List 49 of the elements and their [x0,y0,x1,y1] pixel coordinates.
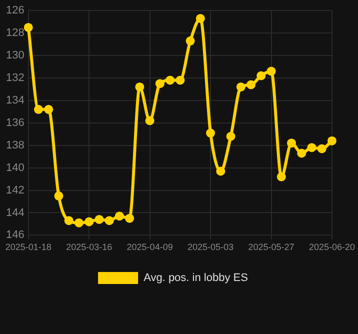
point [226,132,236,141]
y-tick-label: 138 [6,139,24,152]
point [236,82,246,92]
point [256,71,266,80]
point [196,14,205,23]
x-tick-label: 2025-06-20 [308,242,356,252]
point [74,218,84,228]
y-tick-label: 146 [6,229,24,242]
point [246,80,256,90]
point [155,79,164,88]
point [94,214,104,224]
point [34,104,43,114]
point [216,166,226,176]
y-tick-label: 130 [6,50,24,62]
point [327,136,336,146]
x-tick-label: 2025-01-18 [5,242,52,252]
point [176,76,185,85]
point [297,148,306,158]
y-tick-label: 134 [6,94,24,106]
x-tick-label: 2025-05-03 [188,242,234,252]
point [84,217,94,226]
point [317,144,326,154]
point [54,191,64,200]
point [24,22,33,32]
point [135,82,144,92]
point [276,172,286,182]
y-tick-label: 142 [6,184,24,196]
y-tick-label: 136 [6,116,24,129]
point [125,214,134,223]
x-tick-label: 2025-04-09 [126,242,173,252]
y-tick-label: 126 [6,4,24,17]
point [186,36,195,46]
y-tick-label: 140 [6,162,24,174]
point [307,143,316,152]
y-tick-label: 132 [6,72,24,84]
point [44,104,54,114]
x-tick-label: 2025-05-27 [248,242,294,252]
y-tick-label: 128 [6,27,24,40]
point [266,66,276,76]
point [166,76,175,85]
legend-label: Avg. pos. in lobby ES [144,272,248,284]
point [145,116,154,126]
y-tick-label: 144 [6,206,24,219]
x-tick-label: 2025-03-16 [66,242,112,252]
point [206,128,216,138]
point [287,138,296,148]
point [104,216,114,226]
point [64,216,74,226]
point [114,212,124,221]
